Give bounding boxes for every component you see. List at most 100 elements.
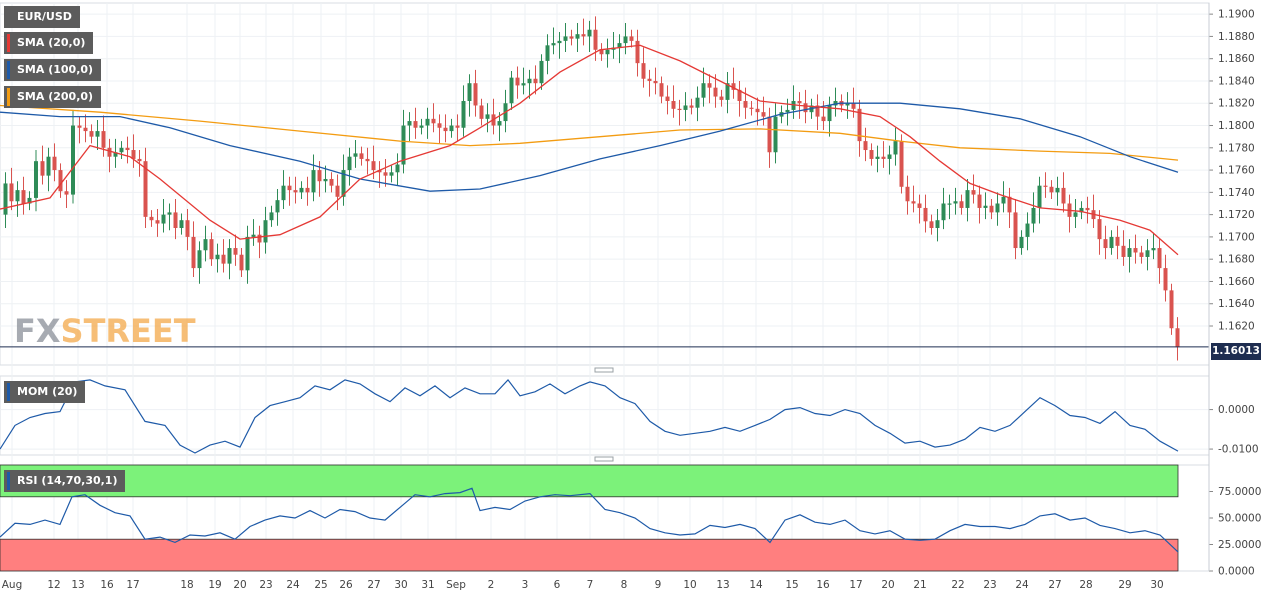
candle-body [593,29,598,50]
candle-body [95,131,100,137]
candle-body [119,147,124,153]
candle-body [929,221,934,228]
candle-body [761,112,766,117]
candle-body [995,203,1000,213]
sma100-label: SMA (100,0) [17,63,94,76]
candle-body [107,147,112,157]
candle-body [1037,185,1042,208]
x-tick-label: 9 [655,579,662,591]
candle-body [473,83,478,106]
candle-body [431,118,436,124]
candle-body [1145,250,1150,257]
candle-body [647,78,652,81]
candle-body [521,83,526,86]
candle-body [983,205,988,208]
candle-body [785,109,790,113]
candle-body [275,200,280,213]
candle-body [713,87,718,97]
x-tick-label: 21 [913,579,926,591]
candle-body [959,201,964,208]
candle-body [899,141,904,187]
candle-body [281,185,286,201]
candle-body [1019,236,1024,249]
candle-body [443,127,448,132]
candle-body [887,154,892,159]
x-tick-label: 8 [621,579,628,591]
candle-body [257,234,262,243]
candle-body [563,36,568,41]
x-tick-label: 7 [587,579,594,591]
sma20-swatch [7,34,10,52]
y-tick-label: 1.1700 [1218,231,1255,243]
candle-body [497,121,502,126]
candle-body [545,45,550,61]
indicator-tag-sma20[interactable]: SMA (20,0) [4,32,94,54]
candle-body [683,105,688,110]
candle-body [401,125,406,165]
y-tick-label: 1.1640 [1218,298,1255,310]
candle-body [455,125,460,128]
x-tick-label: 28 [1079,579,1092,591]
candle-body [58,170,63,192]
last-price-badge: 1.16013 [1211,343,1261,360]
candle-body [179,220,184,228]
candle-body [425,118,430,126]
candle-body [875,156,880,159]
y-tick-label: 1.1860 [1218,53,1255,65]
candle-body [749,107,754,109]
candle-body [935,220,940,228]
candle-body [947,203,952,205]
rsi-tag[interactable]: RSI (14,70,30,1) [4,470,126,492]
candle-body [857,108,862,142]
candle-body [707,83,712,88]
candle-body [161,214,166,224]
candle-body [1175,328,1180,348]
y-tick-label: 1.1840 [1218,75,1255,87]
momentum-tick-label: -0.0100 [1218,444,1259,456]
momentum-layer [0,378,1179,454]
candle-body [599,49,604,55]
candle-body [371,161,376,171]
candle-body [917,203,922,208]
candle-body [1133,248,1138,253]
candle-body [1121,245,1126,257]
candle-body [695,97,700,108]
x-tick-label: 23 [259,579,272,591]
x-tick-label: Aug [2,579,23,591]
candle-body [827,105,832,122]
candle-body [71,125,75,195]
candle-body [227,248,232,264]
candle-body [1097,219,1102,240]
indicator-tag-sma100[interactable]: SMA (100,0) [4,59,102,81]
x-tick-label: 3 [522,579,529,591]
candle-body [251,234,256,237]
candle-body [437,123,442,128]
rsi-tick-label: 25.0000 [1218,539,1261,551]
candle-body [725,83,730,100]
x-tick-label: 14 [749,579,763,591]
symbol-tag[interactable]: EUR/USD [4,6,80,28]
price-layer [0,16,1209,361]
candle-body [1139,252,1144,257]
candle-body [1157,248,1162,269]
x-tick-label: 16 [100,579,114,591]
candle-body [197,250,202,269]
candle-body [89,131,94,137]
candle-body [3,183,8,215]
candle-body [83,127,88,132]
candle-body [1031,207,1036,224]
candle-body [581,34,586,37]
momentum-tag[interactable]: MOM (20) [4,381,86,403]
candle-body [569,36,574,39]
momentum-swatch [7,383,10,401]
indicator-tag-sma200[interactable]: SMA (200,0) [4,86,102,108]
momentum-line [0,378,1179,454]
sma20-label: SMA (20,0) [17,36,86,49]
candle-body [677,108,682,111]
candle-body [383,172,388,176]
momentum-label: MOM (20) [17,385,78,398]
candle-body [557,40,562,44]
x-tick-label: 10 [683,579,696,591]
candle-body [527,78,532,84]
